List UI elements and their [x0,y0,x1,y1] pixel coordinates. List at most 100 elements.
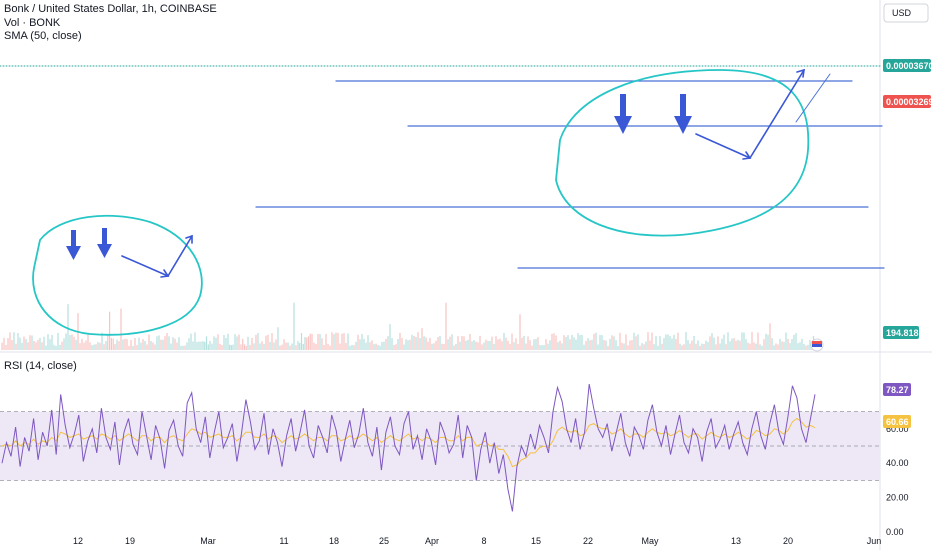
volume-bar [223,334,225,350]
volume-bar [196,341,198,350]
volume-bar [97,342,99,350]
event-flag-icon[interactable] [810,338,824,352]
volume-bar [741,332,743,350]
volume-bar [497,339,499,350]
volume-bar [457,336,459,350]
volume-bar [59,344,61,350]
volume-bar [533,339,535,350]
volume-bar [397,339,399,350]
volume-bar [701,343,703,350]
time-axis-tick: 18 [329,536,339,546]
currency-selector[interactable]: USD [883,3,929,23]
volume-bar [427,341,429,350]
volume-bar [105,341,107,350]
volume-bar [423,336,425,350]
volume-bar [785,332,787,350]
annotation-drawings[interactable] [0,65,885,336]
volume-bar [200,341,202,350]
volume-bar [291,343,293,350]
volume-bar [795,333,797,350]
volume-bar [721,338,723,350]
volume-bar [575,339,577,350]
time-axis-tick: 13 [731,536,741,546]
volume-bar [665,334,667,350]
volume-bar [227,333,229,350]
volume-bar [83,342,85,350]
volume-bar [307,336,310,350]
volume-bar [557,342,559,350]
volume-bar [601,335,603,350]
volume-bar [659,336,661,350]
volume-bar [443,343,445,350]
volume-bar [673,334,675,350]
volume-bar [81,338,83,350]
volume-bar [411,334,413,350]
rsi-axis-tick: 0.00 [886,527,904,537]
sma-legend: SMA (50, close) [4,30,82,42]
volume-bar [807,344,809,350]
volume-bar [459,341,461,350]
time-axis-tick: May [641,536,659,546]
volume-bar [35,342,37,350]
volume-bar [775,343,777,350]
volume-bar [172,337,174,350]
volume-bar [637,334,639,350]
volume-bar [9,332,11,350]
volume-bar [253,343,255,350]
volume-bar [733,338,735,350]
volume-bar [761,345,763,350]
volume-bar [99,342,101,350]
volume-bar [523,335,525,350]
volume-bar [725,344,727,350]
volume-bar [735,340,737,350]
volume-bar [202,341,204,350]
time-axis-tick: 20 [783,536,793,546]
time-axis-tick: Jun [867,536,882,546]
volume-bar [363,338,365,350]
volume-bar [627,345,629,350]
volume-bar [493,344,495,350]
volume-bar [359,339,361,350]
volume-bar [144,341,146,350]
volume-bar [148,334,150,350]
volume-bar [543,345,545,350]
volume-bar [255,334,257,350]
volume-bar [67,304,69,350]
volume-bar [521,337,523,350]
volume-bar [75,339,77,350]
volume-bar [313,342,315,350]
volume-bar [401,337,403,350]
volume-bar [142,339,144,350]
volume-bar [182,345,184,350]
volume-bar [425,337,427,350]
volume-bar [259,343,261,350]
volume-bar [186,342,188,350]
volume-bar [407,340,409,350]
volume-bar [251,337,253,350]
volume-bar [669,336,671,350]
volume-bar [160,339,162,350]
volume-bar [537,337,539,350]
volume-bar [453,345,455,350]
volume-bar [215,337,217,350]
time-axis-tick: 22 [583,536,593,546]
rsi-axis-tick: 40.00 [886,458,909,468]
volume-bar [13,332,15,350]
volume-bar [555,335,557,350]
volume-bar [751,332,753,350]
volume-bar [615,340,617,350]
volume-bar [319,334,321,350]
last-price-tag: 0.00003670 [883,59,932,72]
volume-bar [349,345,351,350]
volume-bar [677,332,679,350]
volume-bar [753,342,755,350]
volume-bar [65,333,67,350]
volume-bar [693,335,695,350]
volume-bar [221,345,223,350]
volume-bar [178,337,180,350]
volume-bar [759,344,761,350]
volume-bar [647,332,649,350]
rsi-axis-tick: 20.00 [886,493,909,503]
volume-bar [120,308,122,350]
volume-bar [503,332,505,350]
